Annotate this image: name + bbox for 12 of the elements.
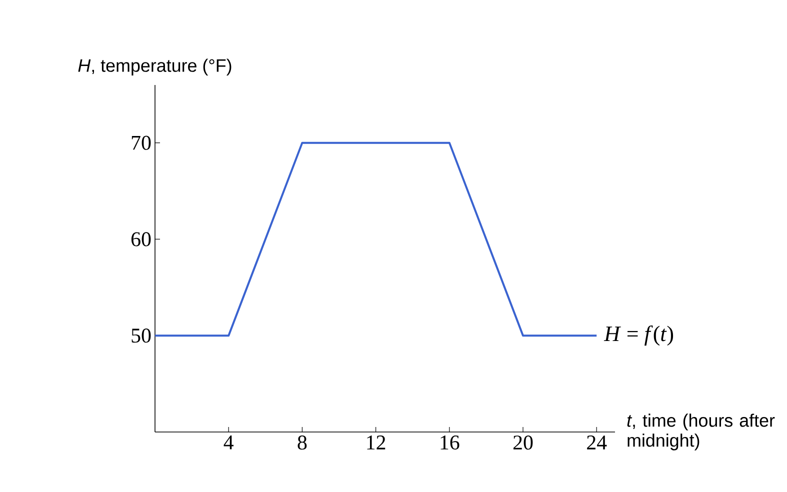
y-tick-label: 70 [132, 136, 151, 150]
y-tick-label: 60 [131, 232, 151, 246]
x-tick-label: 20 [513, 436, 533, 450]
x-axis-title: t, time (hours after midnight) [627, 414, 775, 450]
annotation: H = f(t) [604, 326, 674, 346]
y-tick-label: 50 [132, 328, 151, 343]
y-axis-title: H, temperature (°F) [78, 58, 232, 76]
x-tick-label: 4 [224, 436, 234, 450]
x-tick-label: 16 [440, 436, 460, 450]
x-tick-label: 8 [298, 436, 307, 450]
x-tick-label: 12 [367, 436, 386, 450]
x-tick-label: 24 [587, 436, 607, 450]
